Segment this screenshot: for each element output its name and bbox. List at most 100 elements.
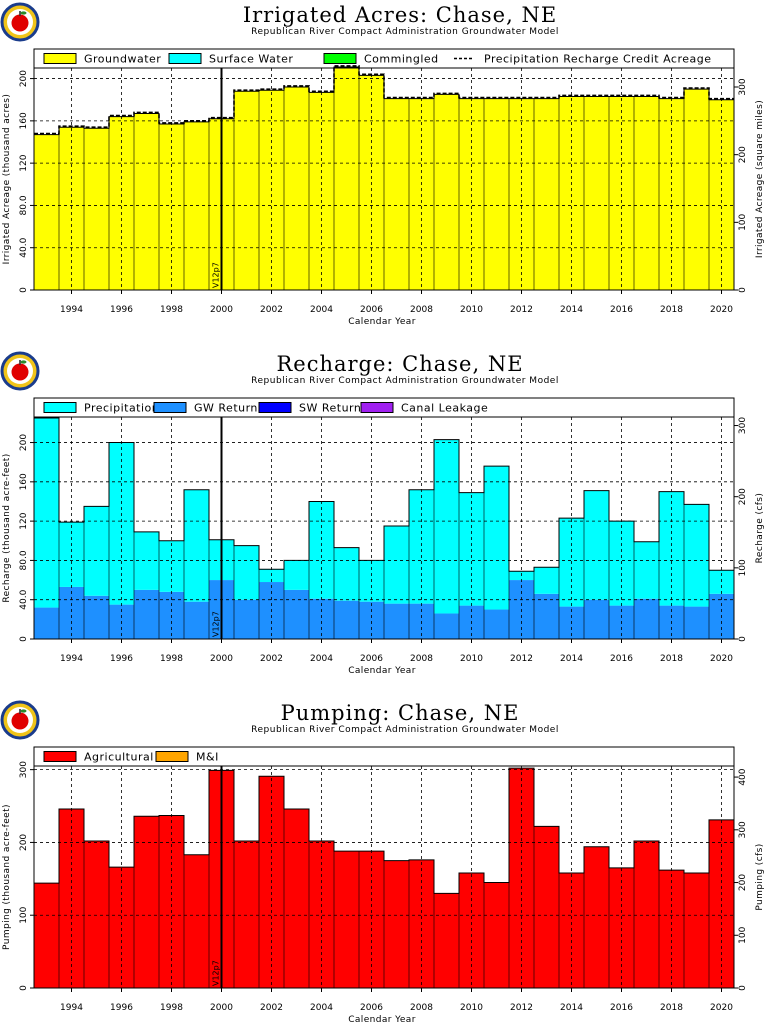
y-axis-label: Recharge (thousand acre-feet)	[2, 453, 12, 602]
bar-2013-precipitation	[534, 567, 559, 594]
y-right-tick-label: 200	[738, 146, 748, 163]
bar-2009-agricultural	[434, 893, 459, 988]
bar-1999-agricultural	[184, 854, 209, 988]
legend-swatch-2	[258, 402, 292, 413]
x-tick-label: 1998	[160, 654, 183, 664]
legend-label-1: Surface Water	[209, 53, 293, 66]
legend-label-2: Commingled	[364, 53, 439, 66]
legend-swatch-0	[43, 751, 77, 762]
model-version-label: V12p7	[212, 611, 221, 637]
apple-logo-icon-1	[0, 2, 40, 42]
x-tick-label: 2002	[260, 654, 283, 664]
bar-2003-gw-returns	[284, 589, 309, 639]
y-tick-label: 0	[19, 985, 29, 991]
bar-1997-agricultural	[134, 816, 159, 988]
x-tick-label: 2016	[610, 305, 633, 315]
bar-2009-groundwater	[434, 94, 459, 290]
bar-2011-groundwater	[484, 98, 509, 291]
bar-2009-precipitation	[434, 439, 459, 614]
y-right-tick-label: 0	[738, 636, 748, 642]
y-right-tick-label: 0	[738, 985, 748, 991]
chart-title: Irrigated Acres: Chase, NE	[243, 3, 557, 27]
bar-1999-groundwater	[184, 121, 209, 291]
bar-2013-groundwater	[534, 98, 559, 291]
x-tick-label: 2018	[660, 654, 683, 664]
x-tick-label: 2020	[710, 654, 733, 664]
bar-2004-groundwater	[309, 92, 334, 290]
bar-1998-precipitation	[159, 540, 184, 592]
bar-2017-groundwater	[634, 96, 659, 291]
x-tick-label: 2006	[360, 654, 383, 664]
model-version-label: V12p7	[212, 960, 221, 986]
plot-frame	[33, 416, 735, 640]
y-tick-label: 0	[19, 287, 29, 293]
bar-1997-gw-returns	[134, 589, 159, 639]
bar-1999-gw-returns	[184, 601, 209, 639]
bar-2011-precipitation	[484, 466, 509, 610]
chart-subtitle: Republican River Compact Administration …	[251, 27, 559, 37]
bar-1998-agricultural	[159, 815, 184, 988]
x-tick-label: 1994	[60, 654, 83, 664]
legend-swatch-3	[360, 402, 394, 413]
x-tick-label: 2014	[560, 305, 583, 315]
y-right-axis-label: Irrigated Acreage (square miles)	[755, 100, 765, 258]
y-tick-label: 200	[19, 434, 29, 451]
x-tick-label: 2008	[410, 654, 433, 664]
bar-2005-agricultural	[334, 851, 359, 988]
y-axis-label: Pumping (thousand acre-feet)	[2, 804, 12, 950]
x-tick-label: 1996	[110, 1003, 133, 1013]
y-right-tick-label: 300	[738, 417, 748, 434]
bar-1999-precipitation	[184, 489, 209, 602]
bar-1997-precipitation	[134, 531, 159, 590]
bar-2019-groundwater	[684, 89, 709, 291]
bar-2011-gw-returns	[484, 609, 509, 639]
bar-2001-agricultural	[234, 840, 259, 988]
y-tick-label: 80.0	[19, 195, 29, 215]
y-tick-label: 100	[19, 906, 29, 923]
y-tick-label: 200	[19, 834, 29, 851]
x-tick-label: 2006	[360, 305, 383, 315]
bar-2013-agricultural	[534, 826, 559, 988]
y-right-tick-label: 100	[738, 213, 748, 230]
legend-label-0: Agricultural	[84, 751, 154, 764]
x-tick-label: 2020	[710, 305, 733, 315]
x-tick-label: 2002	[260, 1003, 283, 1013]
legend-label-0: Groundwater	[84, 53, 161, 66]
x-tick-label: 2000	[210, 654, 233, 664]
x-axis-label: Calendar Year	[348, 1015, 416, 1024]
bar-2017-agricultural	[634, 840, 659, 988]
bar-2011-agricultural	[484, 882, 509, 988]
x-axis-label: Calendar Year	[348, 317, 416, 327]
legend-label-1: GW Returns	[194, 402, 264, 415]
bar-1993-agricultural	[34, 883, 59, 988]
bar-2015-precipitation	[584, 490, 609, 600]
legend-label-0: Precipitation	[84, 402, 159, 415]
x-axis-label: Calendar Year	[348, 666, 416, 676]
y-right-tick-label: 100	[738, 926, 748, 943]
bar-2017-gw-returns	[634, 598, 659, 639]
x-tick-label: 2004	[310, 305, 333, 315]
plot-frame	[33, 67, 735, 291]
bar-2007-precipitation	[384, 526, 409, 604]
bar-1993-precipitation	[34, 417, 59, 608]
legend-label-3: Precipitation Recharge Credit Acreage	[484, 53, 712, 66]
x-tick-label: 2000	[210, 305, 233, 315]
bar-1994-gw-returns	[59, 586, 84, 639]
legend-swatch-1	[155, 751, 189, 762]
x-tick-label: 2002	[260, 305, 283, 315]
bar-2016-agricultural	[609, 867, 634, 988]
y-tick-label: 120	[19, 512, 29, 529]
x-tick-label: 2018	[660, 1003, 683, 1013]
x-tick-label: 2004	[310, 654, 333, 664]
bar-2003-agricultural	[284, 808, 309, 988]
x-tick-label: 1996	[110, 305, 133, 315]
x-tick-label: 1994	[60, 1003, 83, 1013]
bar-2019-precipitation	[684, 504, 709, 607]
x-tick-label: 1996	[110, 654, 133, 664]
bar-2006-agricultural	[359, 851, 384, 988]
y-tick-label: 40.0	[19, 237, 29, 257]
legend-label-1: M&I	[196, 751, 219, 764]
x-tick-label: 2012	[510, 654, 533, 664]
